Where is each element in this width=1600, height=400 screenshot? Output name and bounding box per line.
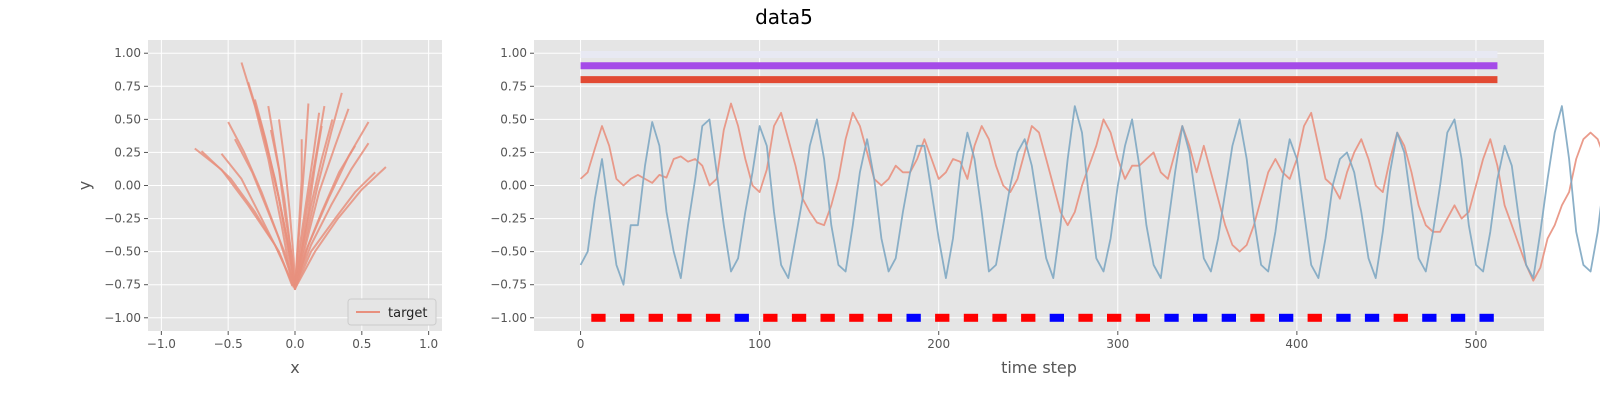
left-x-tick-label: 1.0 xyxy=(419,337,438,351)
left-y-tick-label: 0.00 xyxy=(114,179,141,193)
event-marker xyxy=(1336,313,1351,322)
left-y-tick-label: 1.00 xyxy=(114,46,141,60)
event-marker xyxy=(935,313,950,322)
left-y-tick-label: 0.25 xyxy=(114,145,141,159)
event-marker xyxy=(849,313,864,322)
left-y-tick-label: 0.50 xyxy=(114,112,141,126)
right-y-tick-label: −0.25 xyxy=(490,212,527,226)
left-x-axis-label: x xyxy=(290,358,299,377)
left-x-tick-label: −1.0 xyxy=(147,337,176,351)
event-marker xyxy=(1279,313,1294,322)
trajectory-line xyxy=(294,166,387,290)
event-marker xyxy=(1393,313,1408,322)
left-y-tick-label: −0.25 xyxy=(104,212,141,226)
event-marker xyxy=(992,313,1007,322)
left-y-tick-label: −0.50 xyxy=(104,245,141,259)
event-marker xyxy=(734,313,749,322)
figure-title: data5 xyxy=(755,5,813,29)
right-y-tick-label: 0.50 xyxy=(500,112,527,126)
event-marker xyxy=(620,313,635,322)
event-marker xyxy=(648,313,663,322)
left-x-tick-label: −0.5 xyxy=(214,337,243,351)
legend-label: target xyxy=(388,306,428,321)
timeseries-plot: 0 100 200 300 400 500 −1.00 −0.75 −0.50 −0.25 0.00… xyxy=(490,40,1600,377)
series-line-red xyxy=(579,102,1600,282)
left-y-axis-label: y xyxy=(75,181,94,190)
right-x-tick-label: 300 xyxy=(1106,337,1129,351)
trajectory-line xyxy=(256,112,296,291)
left-y-tick-label: −1.00 xyxy=(104,311,141,325)
series-line-blue xyxy=(579,105,1600,286)
right-x-tick-label: 100 xyxy=(748,337,771,351)
right-x-tick-label: 200 xyxy=(927,337,950,351)
event-marker xyxy=(1479,313,1494,322)
event-marker xyxy=(877,313,893,322)
trajectory-line xyxy=(294,121,370,289)
trajectory-line xyxy=(294,142,370,288)
event-marker xyxy=(963,313,979,322)
right-y-tick-label: 0.75 xyxy=(500,79,527,93)
trajectory-line xyxy=(278,119,296,289)
event-marker xyxy=(1049,313,1064,322)
right-x-tick-label: 0 xyxy=(577,337,585,351)
event-marker xyxy=(1422,313,1437,322)
right-x-axis-label: time step xyxy=(1001,358,1077,377)
right-y-tick-label: −0.75 xyxy=(490,278,527,292)
event-marker xyxy=(705,313,721,322)
right-y-tick-label: 0.00 xyxy=(500,179,527,193)
event-marker xyxy=(820,313,835,322)
event-marker xyxy=(1307,313,1322,322)
event-marker xyxy=(1078,313,1093,322)
event-marker xyxy=(1221,313,1236,322)
event-marker xyxy=(906,313,921,322)
legend-box xyxy=(347,298,437,326)
trajectory-line xyxy=(294,108,350,288)
right-y-tick-label: 0.25 xyxy=(500,145,527,159)
event-marker xyxy=(1021,313,1036,322)
event-marker xyxy=(763,313,778,322)
right-y-tick-label: 1.00 xyxy=(500,46,527,60)
trajectory-line xyxy=(294,171,376,290)
event-marker xyxy=(1250,313,1265,322)
trajectory-line xyxy=(220,153,295,288)
event-marker xyxy=(591,313,606,322)
event-marker xyxy=(1164,313,1179,322)
event-marker xyxy=(1193,313,1208,322)
left-x-tick-label: 0.5 xyxy=(352,337,371,351)
left-y-tick-label: −0.75 xyxy=(104,278,141,292)
event-marker xyxy=(1135,313,1150,322)
event-marker xyxy=(677,313,692,322)
left-y-tick-label: 0.75 xyxy=(114,79,141,93)
right-y-tick-label: −0.50 xyxy=(490,245,527,259)
right-x-tick-label: 400 xyxy=(1285,337,1308,351)
event-marker xyxy=(1450,313,1466,322)
right-y-tick-label: −1.00 xyxy=(490,311,527,325)
event-marker xyxy=(1364,313,1380,322)
right-x-tick-label: 500 xyxy=(1464,337,1487,351)
event-marker xyxy=(791,313,807,322)
event-marker xyxy=(1107,313,1122,322)
trajectory-plot: −1.0 −0.5 0.0 0.5 1.0 −1.00 −0.75 −0.50 −0.25 0.0… xyxy=(75,40,442,377)
left-x-tick-label: 0.0 xyxy=(285,337,304,351)
